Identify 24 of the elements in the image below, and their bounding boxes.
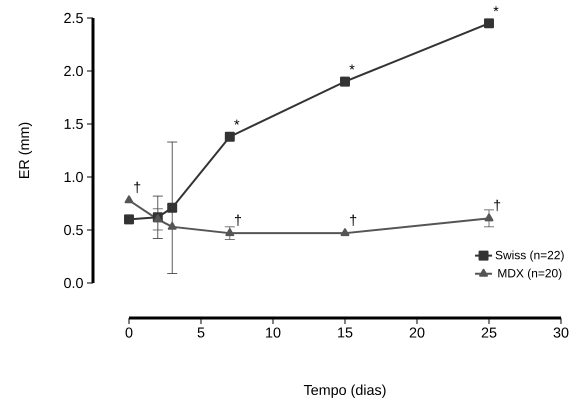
x-tick-label: 0 xyxy=(126,328,132,338)
y-tick-label: 0.5 xyxy=(64,224,83,236)
x-tick-label: 20 xyxy=(410,328,424,338)
y-tick-label: 1.0 xyxy=(64,172,83,182)
annotation: * xyxy=(234,120,240,125)
x-tick-label: 10 xyxy=(266,328,280,338)
y-tick-label: 2.5 xyxy=(64,12,83,24)
y-axis-title: ER (mm) xyxy=(18,122,32,178)
annotation: † xyxy=(350,214,356,226)
legend-label: MDX (n=20) xyxy=(498,268,562,280)
annotation: † xyxy=(494,200,500,212)
y-tick-label: 2.0 xyxy=(64,66,83,76)
x-tick-label: 25 xyxy=(482,328,496,338)
y-tick-label: 0.0 xyxy=(64,278,83,288)
x-tick-label: 5 xyxy=(198,328,204,338)
annotation: † xyxy=(134,182,140,194)
annotation: † xyxy=(234,214,242,226)
annotation: * xyxy=(493,6,499,12)
x-tick-label: 30 xyxy=(554,328,568,338)
y-tick-label: 1.5 xyxy=(64,118,83,130)
x-tick-label: 15 xyxy=(338,328,352,338)
x-axis-title: Tempo (dias) xyxy=(304,384,386,398)
annotation: * xyxy=(349,64,355,70)
legend-label: Swiss (n=22) xyxy=(496,250,564,262)
